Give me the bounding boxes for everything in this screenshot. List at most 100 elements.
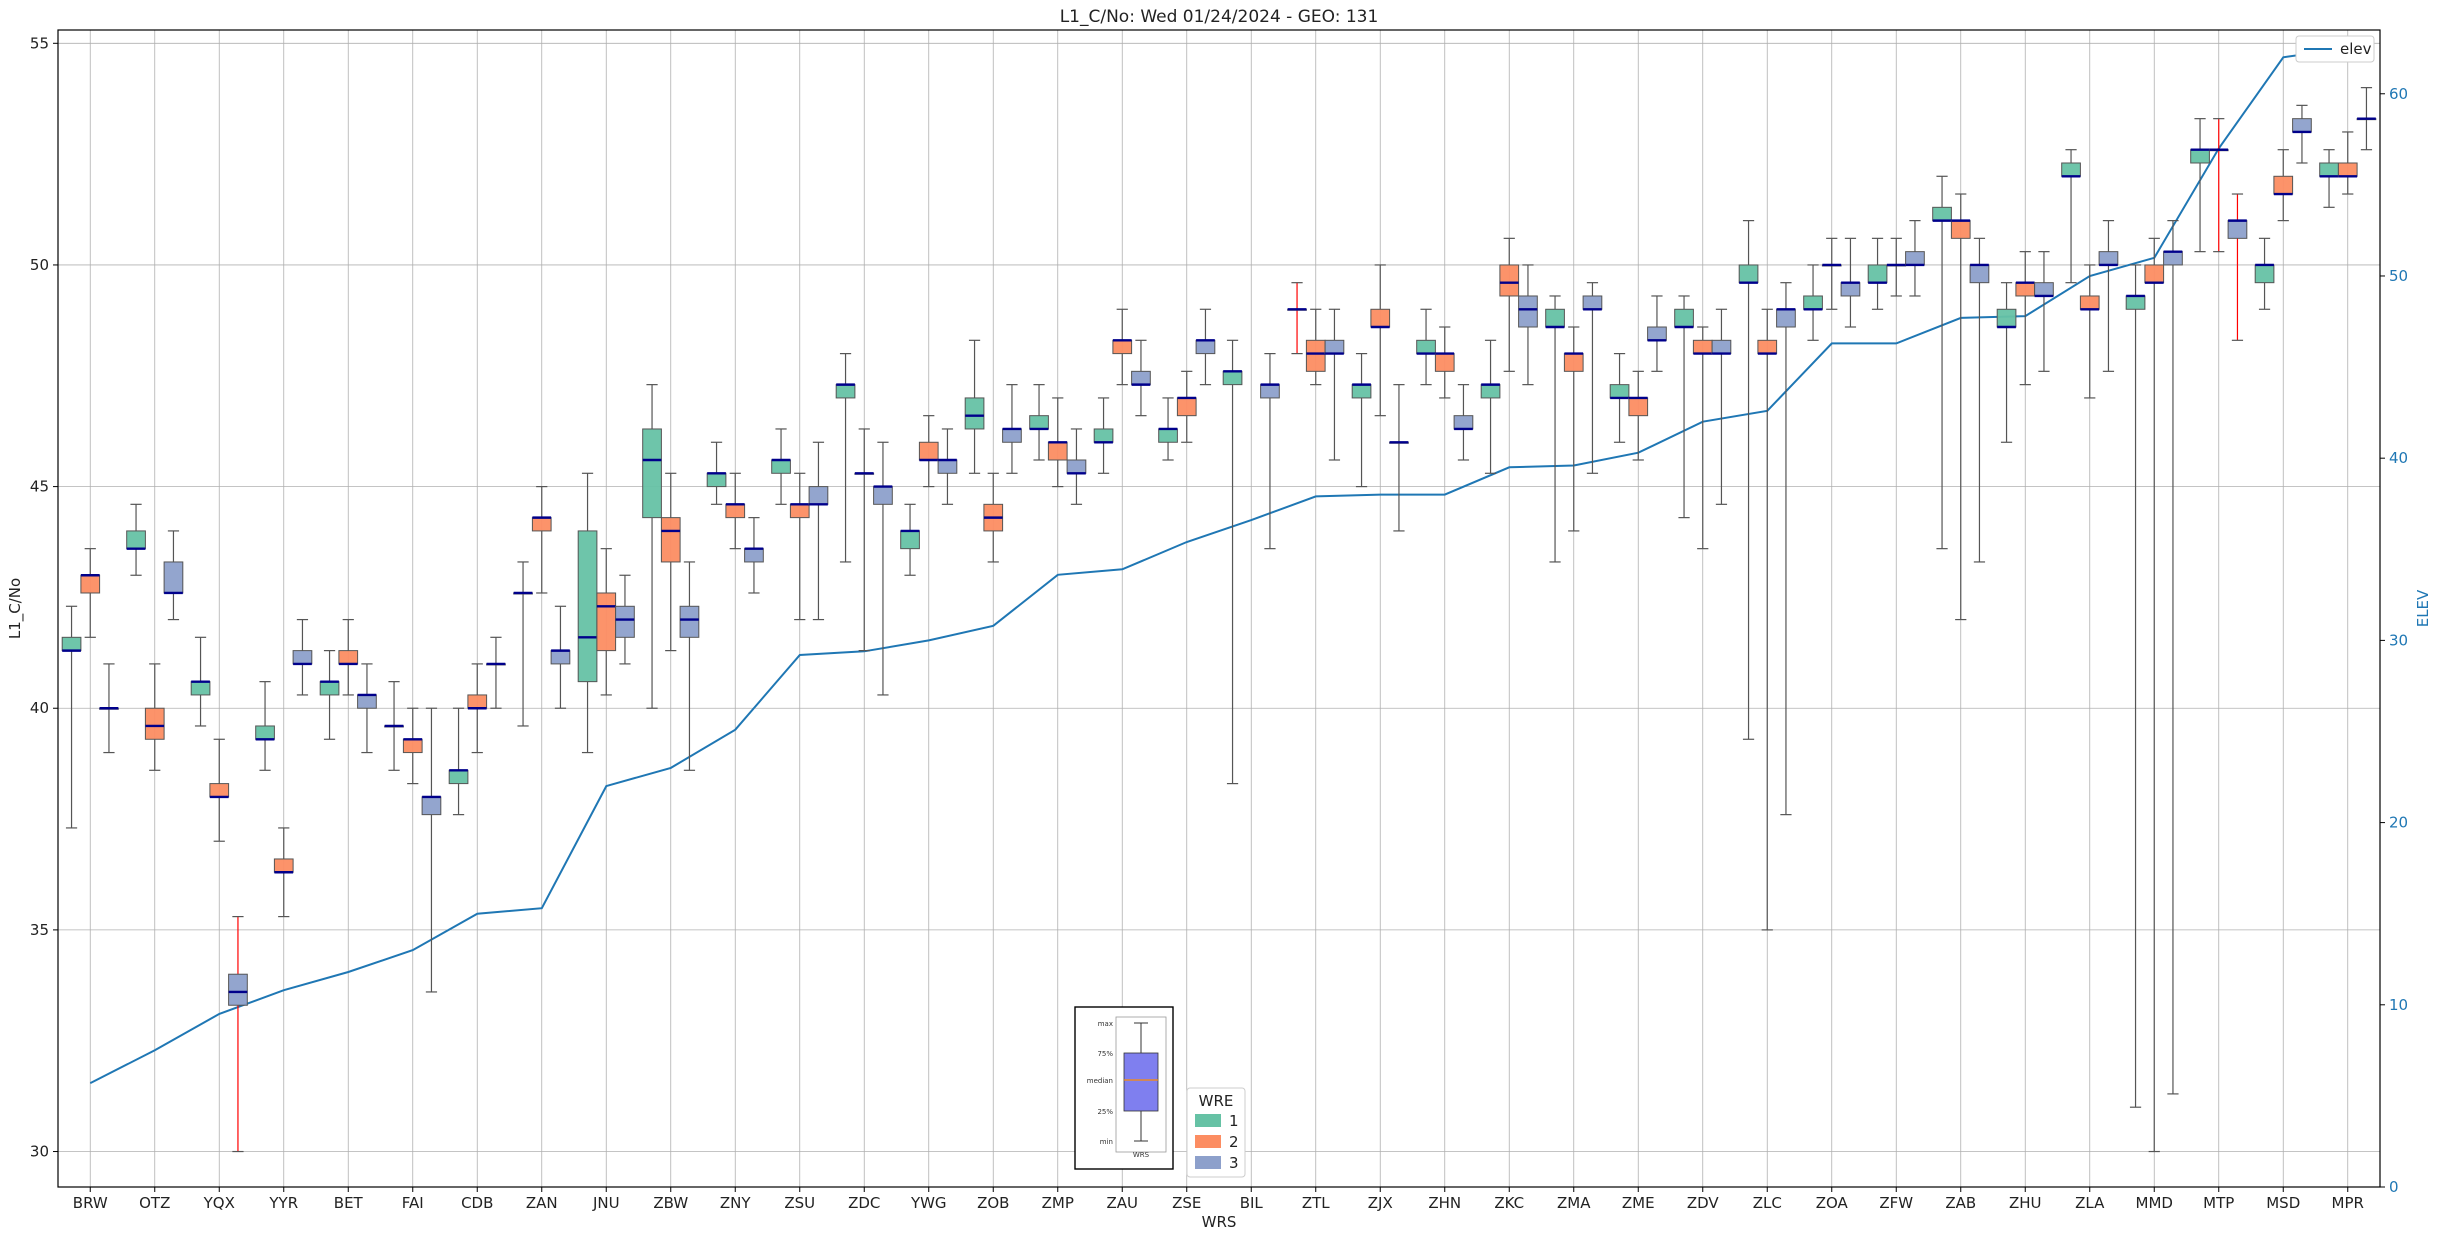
box-YWG-wre1 — [900, 503, 920, 576]
box-ZAB-wre2 — [1950, 193, 1971, 621]
box-body — [2163, 251, 2183, 266]
box-body — [642, 428, 662, 519]
x-tick-label: ZMP — [1042, 1194, 1074, 1212]
x-tick-label: ZKC — [1494, 1194, 1524, 1212]
box-ZOA-wre1 — [1803, 264, 1823, 341]
box-body — [402, 738, 423, 754]
y-axis-label: L1_C/No — [6, 578, 25, 639]
axes: BRW OTZ YQX YYR BET FAI CDB ZAN JNU ZBW ZNY ZSU ZDC Y… — [30, 34, 2408, 1212]
box-ZBW-wre1 — [642, 384, 662, 709]
box-MPR-wre2 — [2337, 131, 2358, 195]
x-tick-label: ZFW — [1879, 1194, 1913, 1212]
box-body — [1969, 264, 1990, 284]
box-ZAN-wre3 — [550, 605, 571, 709]
wre-legend-swatch-1 — [1195, 1114, 1221, 1127]
box-body — [2337, 162, 2358, 177]
box-body — [1950, 220, 1971, 239]
box-body — [1195, 339, 1216, 355]
x-tick-label: CDB — [461, 1194, 493, 1212]
box-body — [1609, 384, 1630, 399]
box-body — [937, 459, 958, 474]
box-BET-wre1 — [319, 650, 340, 740]
box-ZAN-wre1 — [513, 561, 533, 727]
box-body — [1563, 353, 1584, 372]
box-body — [2034, 282, 2054, 297]
box-body — [1351, 384, 1372, 399]
box-body — [577, 530, 598, 683]
elev-legend-frame — [2295, 35, 2375, 63]
box-body — [1545, 308, 1565, 328]
box-body — [1867, 264, 1888, 284]
box-ZOA-wre2 — [1821, 237, 1842, 310]
x-tick-label: ZLA — [2075, 1194, 2105, 1212]
box-body — [744, 548, 764, 563]
box-body — [964, 397, 985, 430]
y2-tick-label: 40 — [2389, 449, 2408, 467]
x-tick-label: ZHU — [2009, 1194, 2042, 1212]
box-ZNY-wre3 — [744, 517, 764, 594]
wre-legend-frame — [1186, 1087, 1246, 1178]
box-body — [1131, 370, 1151, 386]
box-MMD-wre1 — [2125, 264, 2146, 1108]
box-body — [1674, 308, 1694, 328]
y-tick-label: 35 — [30, 921, 49, 939]
box-body — [273, 858, 294, 873]
box-ZJX-wre1 — [1351, 353, 1372, 488]
box-BIL-wre1 — [1222, 339, 1243, 785]
inset-box — [1123, 1052, 1159, 1112]
box-body — [421, 796, 442, 816]
box-FAI-wre3 — [421, 707, 442, 993]
box-ZBW-wre3 — [679, 561, 700, 771]
box-body — [873, 486, 893, 505]
box-body — [1047, 441, 1068, 461]
inset-label-4: min — [1100, 1138, 1113, 1146]
box-body — [918, 441, 939, 461]
box-ZMP-wre1 — [1029, 384, 1049, 461]
box-ZHU-wre2 — [2015, 251, 2036, 386]
box-BRW-wre2 — [80, 548, 101, 638]
box-ZMA-wre2 — [1563, 326, 1584, 532]
box-ZKC-wre1 — [1480, 339, 1501, 474]
box-ZTL-wre2 — [1305, 308, 1326, 386]
box-body — [126, 530, 146, 550]
box-body — [835, 384, 856, 399]
box-ZOB-wre2 — [983, 472, 1004, 563]
y2-tick-label: 20 — [2389, 814, 2408, 832]
box-OTZ-wre1 — [126, 503, 146, 576]
y2-tick-label: 10 — [2389, 996, 2408, 1014]
x-tick-label: MPR — [2332, 1194, 2364, 1212]
box-body — [1093, 428, 1114, 443]
box-body — [61, 636, 82, 652]
box-FAI-wre1 — [384, 681, 404, 771]
x-tick-label: YWG — [910, 1194, 947, 1212]
box-body — [1803, 295, 1823, 310]
box-ZHU-wre1 — [1996, 282, 2017, 443]
box-body — [706, 472, 727, 488]
box-YWG-wre2 — [918, 415, 939, 488]
box-ZOA-wre3 — [1840, 237, 1861, 328]
box-ZDV-wre1 — [1674, 295, 1694, 519]
box-body — [1416, 339, 1436, 355]
x-tick-label: ZAB — [1945, 1194, 1976, 1212]
box-MMD-wre2 — [2144, 237, 2165, 1153]
inset-caption: WRS — [1133, 1151, 1150, 1159]
box-body — [1582, 295, 1603, 310]
x-tick-label: YYR — [268, 1194, 298, 1212]
box-body — [1305, 339, 1326, 372]
x-tick-label: ZOA — [1816, 1194, 1849, 1212]
x-tick-label: ZAU — [1106, 1194, 1138, 1212]
box-MSD-wre2 — [2273, 149, 2294, 222]
box-BRW-wre1 — [61, 605, 82, 829]
x-tick-label: ZHN — [1428, 1194, 1461, 1212]
box-YWG-wre3 — [937, 428, 958, 505]
box-OTZ-wre2 — [144, 663, 165, 771]
box-body — [1499, 264, 1520, 297]
box-body — [80, 574, 101, 594]
box-body — [1002, 428, 1022, 443]
box-ZDC-wre2 — [854, 428, 875, 652]
box-body — [163, 561, 184, 594]
elev-legend: elev — [2295, 35, 2375, 63]
x-tick-label: ZME — [1622, 1194, 1655, 1212]
x-tick-label: ZMA — [1557, 1194, 1591, 1212]
box-ZNY-wre2 — [725, 472, 746, 550]
